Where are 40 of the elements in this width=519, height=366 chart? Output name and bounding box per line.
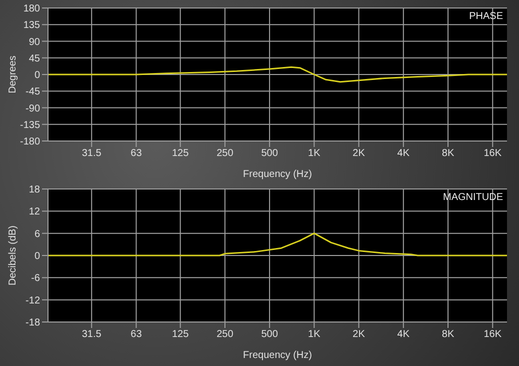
y-tick-label: 0	[34, 251, 40, 262]
y-tick-label: -18	[26, 318, 40, 329]
x-tick-label: 4K	[397, 148, 410, 160]
y-tick-label: 12	[28, 206, 40, 218]
x-tick-label: 250	[216, 148, 234, 160]
x-tick-label: 250	[216, 329, 234, 340]
x-tick-label: 63	[130, 148, 142, 160]
y-tick-label: -135	[20, 120, 40, 131]
x-tick-label: 2K	[352, 148, 366, 160]
y-tick-label: 180	[23, 4, 40, 15]
y-tick-label: 45	[28, 53, 40, 64]
x-tick-label: 1K	[308, 148, 321, 160]
y-tick-label: -6	[31, 273, 40, 284]
x-tick-label: 125	[172, 148, 190, 160]
y-axis-title: Degrees	[8, 56, 19, 94]
x-axis-title: Frequency (Hz)	[243, 350, 312, 361]
x-tick-label: 8K	[442, 148, 454, 160]
y-tick-label: -180	[20, 136, 40, 148]
x-tick-label: 16K	[484, 148, 502, 160]
x-tick-label: 63	[130, 329, 142, 340]
x-tick-label: 4K	[397, 329, 410, 340]
x-tick-label: 500	[261, 148, 278, 160]
y-tick-label: 18	[28, 184, 40, 196]
y-tick-label: -12	[26, 295, 40, 306]
x-tick-label: 1K	[308, 329, 321, 340]
x-tick-label: 500	[261, 329, 278, 340]
y-tick-label: 135	[23, 20, 40, 32]
y-tick-label: 0	[34, 70, 40, 82]
x-tick-label: 16K	[484, 329, 502, 340]
x-tick-label: 31.5	[82, 329, 102, 340]
x-tick-label: 2K	[352, 329, 366, 340]
y-tick-label: 6	[34, 228, 40, 240]
x-tick-label: 31.5	[82, 148, 102, 160]
y-tick-label: 90	[28, 36, 40, 48]
y-tick-label: -45	[26, 86, 40, 98]
y-tick-label: -90	[26, 103, 40, 114]
x-tick-label: 8K	[442, 329, 454, 340]
y-axis-title: Decibels (dB)	[8, 225, 19, 286]
x-tick-label: 125	[172, 329, 190, 340]
x-axis-title: Frequency (Hz)	[243, 169, 312, 180]
